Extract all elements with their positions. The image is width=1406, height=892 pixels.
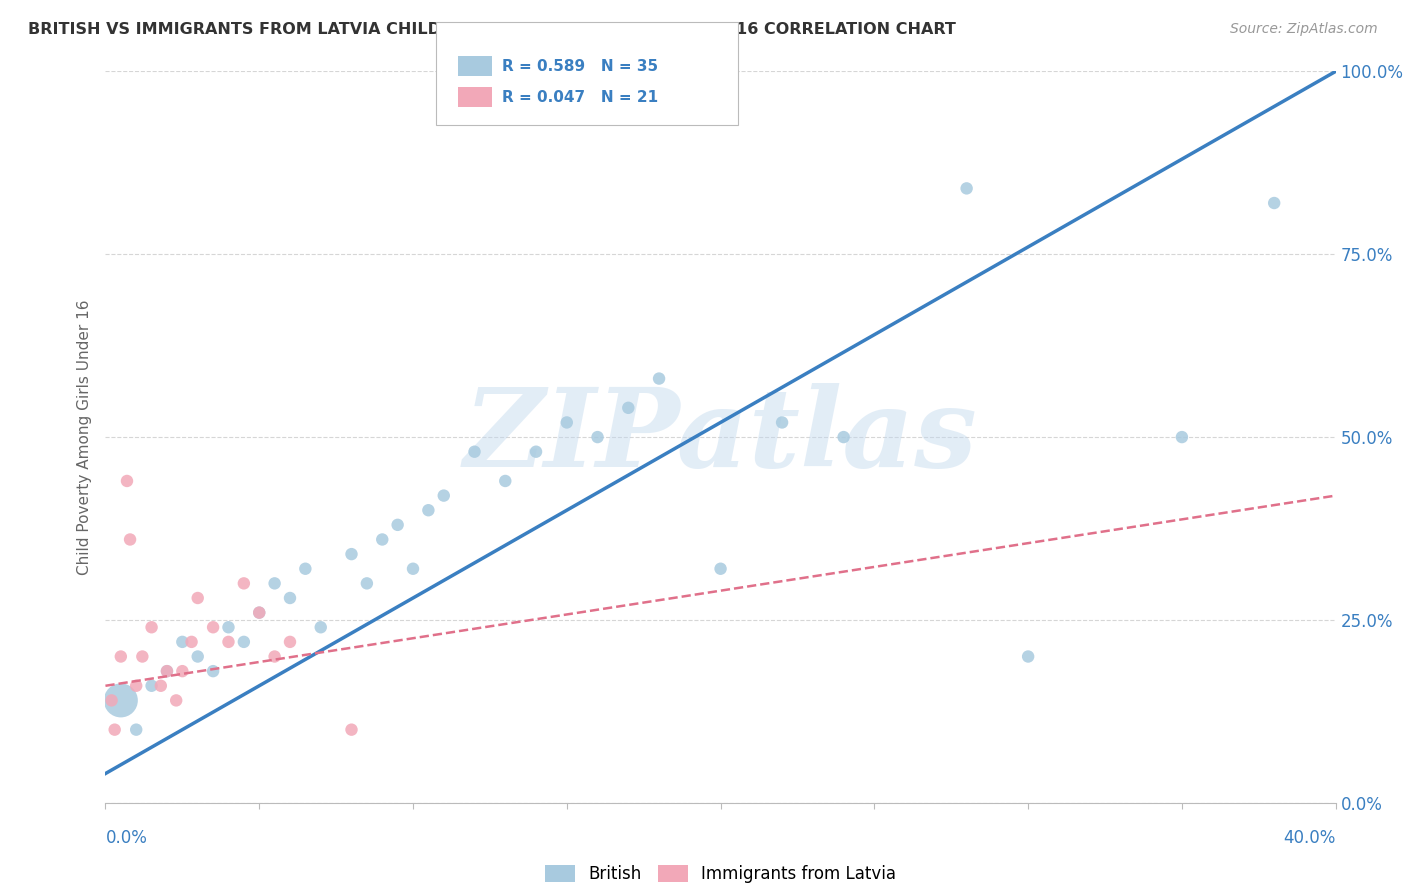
Legend: British, Immigrants from Latvia: British, Immigrants from Latvia — [538, 858, 903, 889]
Y-axis label: Child Poverty Among Girls Under 16: Child Poverty Among Girls Under 16 — [76, 300, 91, 574]
Point — [309, 620, 332, 634]
Text: R = 0.589   N = 35: R = 0.589 N = 35 — [502, 59, 658, 74]
Point — [110, 693, 132, 707]
Point — [100, 693, 122, 707]
Point — [340, 723, 363, 737]
Point — [172, 635, 194, 649]
Point — [141, 679, 163, 693]
Point — [187, 591, 209, 605]
Point — [340, 547, 363, 561]
Point — [494, 474, 516, 488]
Point — [104, 723, 127, 737]
Point — [524, 444, 547, 458]
Text: 40.0%: 40.0% — [1284, 829, 1336, 847]
Point — [115, 474, 138, 488]
Point — [418, 503, 440, 517]
Point — [180, 635, 202, 649]
Point — [356, 576, 378, 591]
Point — [187, 649, 209, 664]
Point — [125, 723, 148, 737]
Text: BRITISH VS IMMIGRANTS FROM LATVIA CHILD POVERTY AMONG GIRLS UNDER 16 CORRELATION: BRITISH VS IMMIGRANTS FROM LATVIA CHILD … — [28, 22, 956, 37]
Point — [131, 649, 153, 664]
Point — [172, 664, 194, 678]
Point — [218, 620, 240, 634]
Point — [263, 649, 285, 664]
Text: R = 0.047   N = 21: R = 0.047 N = 21 — [502, 89, 658, 104]
Point — [202, 664, 225, 678]
Point — [141, 620, 163, 634]
Point — [832, 430, 855, 444]
Point — [1171, 430, 1194, 444]
Point — [648, 371, 671, 385]
Point — [1017, 649, 1039, 664]
Text: Source: ZipAtlas.com: Source: ZipAtlas.com — [1230, 22, 1378, 37]
Point — [278, 591, 301, 605]
Point — [433, 489, 456, 503]
Point — [156, 664, 179, 678]
Point — [617, 401, 640, 415]
Point — [371, 533, 394, 547]
Point — [232, 576, 254, 591]
Point — [165, 693, 187, 707]
Point — [202, 620, 225, 634]
Point — [464, 444, 486, 458]
Point — [110, 649, 132, 664]
Point — [956, 181, 979, 195]
Point — [247, 606, 270, 620]
Point — [218, 635, 240, 649]
Point — [294, 562, 316, 576]
Text: 0.0%: 0.0% — [105, 829, 148, 847]
Point — [770, 416, 793, 430]
Point — [247, 606, 270, 620]
Text: ZIPatlas: ZIPatlas — [464, 384, 977, 491]
Point — [149, 679, 172, 693]
Point — [586, 430, 609, 444]
Point — [232, 635, 254, 649]
Point — [402, 562, 425, 576]
Point — [555, 416, 578, 430]
Point — [125, 679, 148, 693]
Point — [1263, 196, 1285, 211]
Point — [263, 576, 285, 591]
Point — [278, 635, 301, 649]
Point — [387, 517, 409, 532]
Point — [120, 533, 141, 547]
Point — [156, 664, 179, 678]
Point — [710, 562, 733, 576]
